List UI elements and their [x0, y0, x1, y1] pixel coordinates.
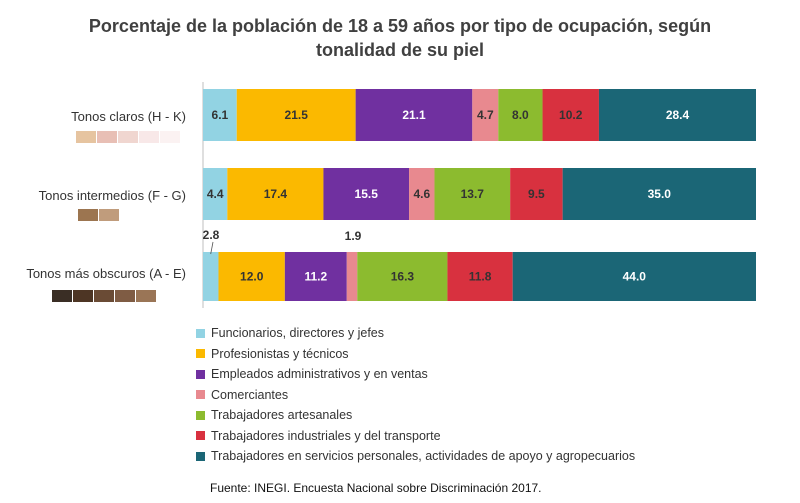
skin-swatch-intermedios	[78, 209, 120, 221]
skin-tone-swatch	[115, 290, 135, 302]
skin-tone-swatch	[99, 209, 119, 221]
chart-title-line-1: Porcentaje de la población de 18 a 59 añ…	[88, 16, 712, 36]
data-label: 10.2	[559, 108, 583, 122]
data-label: 6.1	[212, 108, 229, 122]
source-note: Fuente: INEGI. Encuesta Nacional sobre D…	[210, 481, 542, 495]
bar-segment	[512, 252, 756, 301]
bar-segment	[218, 252, 285, 301]
bar-segment	[323, 168, 410, 220]
data-label: 11.8	[469, 270, 492, 284]
legend-item: Trabajadores industriales y del transpor…	[196, 426, 635, 447]
legend-item: Trabajadores en servicios personales, ac…	[196, 446, 635, 467]
legend-swatch	[196, 349, 205, 359]
legend-label: Comerciantes	[211, 387, 289, 402]
legend-item: Empleados administrativos y en ventas	[196, 364, 635, 385]
legend-item: Trabajadores artesanales	[196, 405, 635, 426]
legend-item: Profesionistas y técnicos	[196, 344, 635, 365]
skin-tone-swatch	[136, 290, 156, 302]
skin-tone-swatch	[94, 290, 114, 302]
bar-segment	[409, 168, 435, 220]
legend-swatch	[196, 451, 205, 461]
bar-segment	[434, 168, 511, 220]
legend-label: Trabajadores artesanales	[211, 408, 353, 423]
legend-label: Profesionistas y técnicos	[211, 346, 349, 361]
legend-item: Funcionarios, directores y jefes	[196, 323, 635, 344]
category-label-obscuros: Tonos más obscuros (A - E)	[26, 266, 186, 281]
category-label-claros: Tonos claros (H - K)	[71, 109, 186, 124]
data-label: 4.4	[207, 187, 224, 201]
bar-segment	[236, 89, 356, 141]
bar-segment	[227, 168, 324, 220]
bar-segment	[355, 89, 473, 141]
legend-label: Trabajadores en servicios personales, ac…	[211, 449, 636, 464]
legend-label: Empleados administrativos y en ventas	[211, 367, 428, 382]
bar-segment	[203, 252, 219, 301]
bar-segment	[284, 252, 347, 301]
legend-swatch	[196, 328, 205, 338]
data-label: 2.8	[203, 228, 220, 242]
data-label: 13.7	[461, 187, 485, 201]
bar-segment	[203, 89, 237, 141]
legend-item: Comerciantes	[196, 385, 635, 406]
data-label: 9.5	[528, 187, 545, 201]
data-label: 28.4	[666, 108, 690, 122]
category-label-intermedios: Tonos intermedios (F - G)	[38, 188, 186, 203]
skin-tone-swatch	[73, 290, 93, 302]
skin-tone-swatch	[52, 290, 72, 302]
legend-swatch	[196, 431, 205, 441]
skin-tone-swatch	[97, 131, 117, 143]
data-label: 21.1	[402, 108, 426, 122]
skin-tone-swatch	[160, 131, 180, 143]
data-label: 44.0	[623, 270, 647, 284]
skin-tone-swatch	[76, 131, 96, 143]
bar-segment	[203, 168, 228, 220]
bar-segment	[472, 89, 499, 141]
bar-segment	[346, 252, 358, 301]
skin-tone-swatch	[118, 131, 138, 143]
legend-label: Trabajadores industriales y del transpor…	[211, 428, 441, 443]
data-label: 1.9	[345, 229, 362, 243]
data-label: 16.3	[391, 270, 415, 284]
legend: Funcionarios, directores y jefes Profesio…	[196, 323, 635, 467]
data-label: 11.2	[304, 270, 327, 284]
skin-tone-swatch	[139, 131, 159, 143]
leader-line	[210, 241, 214, 255]
legend-label: Funcionarios, directores y jefes	[211, 326, 384, 341]
bar-segment	[447, 252, 513, 301]
data-label: 4.6	[413, 187, 430, 201]
bar-segment	[598, 89, 756, 141]
data-label: 8.0	[512, 108, 529, 122]
data-label: 35.0	[648, 187, 672, 201]
skin-swatch-claros	[76, 131, 181, 143]
bar-segment	[357, 252, 448, 301]
legend-swatch	[196, 369, 205, 379]
data-label: 12.0	[240, 270, 264, 284]
bar-segment	[510, 168, 563, 220]
chart-title-line-2: tonalidad de su piel	[315, 40, 485, 60]
data-label: 21.5	[285, 108, 309, 122]
legend-swatch	[196, 390, 205, 400]
bar-segment	[542, 89, 599, 141]
data-label: 17.4	[264, 187, 288, 201]
skin-tone-swatch	[78, 209, 98, 221]
data-label: 4.7	[477, 108, 494, 122]
data-label: 15.5	[355, 187, 379, 201]
bar-segment	[562, 168, 756, 220]
bar-segment	[498, 89, 543, 141]
skin-swatch-obscuros	[52, 290, 157, 302]
legend-swatch	[196, 410, 205, 420]
chart-title: Porcentaje de la población de 18 a 59 añ…	[40, 14, 760, 62]
